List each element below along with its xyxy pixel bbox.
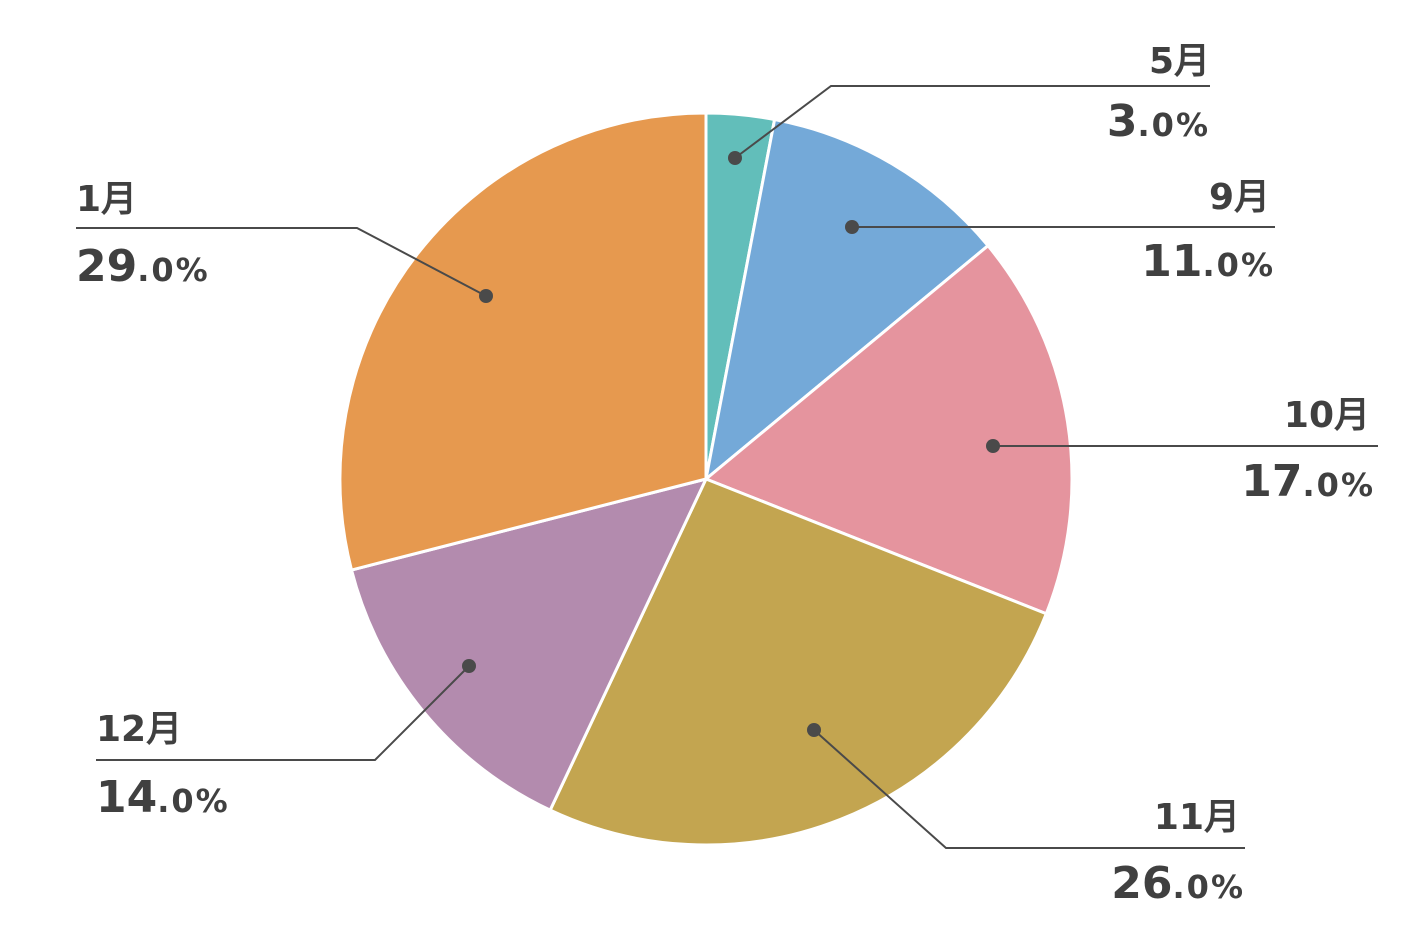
- leader-line-5: [76, 227, 487, 297]
- leader-line-4: [96, 665, 470, 761]
- pct-dec: .0%: [1202, 246, 1275, 284]
- pct-int: 26: [1111, 858, 1173, 909]
- leader-dot-1: [845, 220, 859, 234]
- label-jan-percent: 29.0%: [76, 245, 210, 289]
- label-dec-month: 12月: [96, 709, 183, 750]
- leader-line-3: [813, 729, 1245, 849]
- leader-dot-0: [728, 151, 742, 165]
- pct-int: 3: [1106, 96, 1138, 147]
- leader-line-0: [734, 85, 1210, 159]
- pct-dec: .0%: [1137, 106, 1210, 144]
- pct-int: 17: [1241, 456, 1303, 507]
- pie-slice-3: [548, 477, 1048, 847]
- pct-dec: .0%: [137, 251, 210, 289]
- pie-slice-2: [704, 244, 1074, 616]
- pct-dec: .0%: [157, 782, 230, 820]
- pct-int: 11: [1141, 236, 1203, 287]
- leader-dot-2: [986, 439, 1000, 453]
- label-dec-percent: 14.0%: [96, 776, 230, 820]
- pct-dec: .0%: [1172, 868, 1245, 906]
- label-oct-percent: 17.0%: [1200, 460, 1375, 504]
- pct-int: 29: [76, 241, 138, 292]
- leader-dot-4: [462, 659, 476, 673]
- label-nov-percent: 26.0%: [1070, 862, 1245, 906]
- pct-dec: .0%: [1302, 466, 1375, 504]
- label-may-percent: 3.0%: [1060, 100, 1210, 144]
- leader-dot-3: [807, 723, 821, 737]
- label-oct-month: 10月: [1283, 395, 1370, 436]
- label-nov-month: 11月: [1153, 797, 1240, 838]
- label-jan-month: 1月: [76, 179, 138, 220]
- label-sep-percent: 11.0%: [1100, 240, 1275, 284]
- pie-slice-1: [704, 117, 990, 481]
- pie-slice-5: [338, 111, 708, 572]
- label-sep-month: 9月: [1208, 177, 1270, 218]
- label-may-month: 5月: [1148, 41, 1210, 82]
- pct-int: 14: [96, 772, 158, 823]
- leader-dot-5: [479, 289, 493, 303]
